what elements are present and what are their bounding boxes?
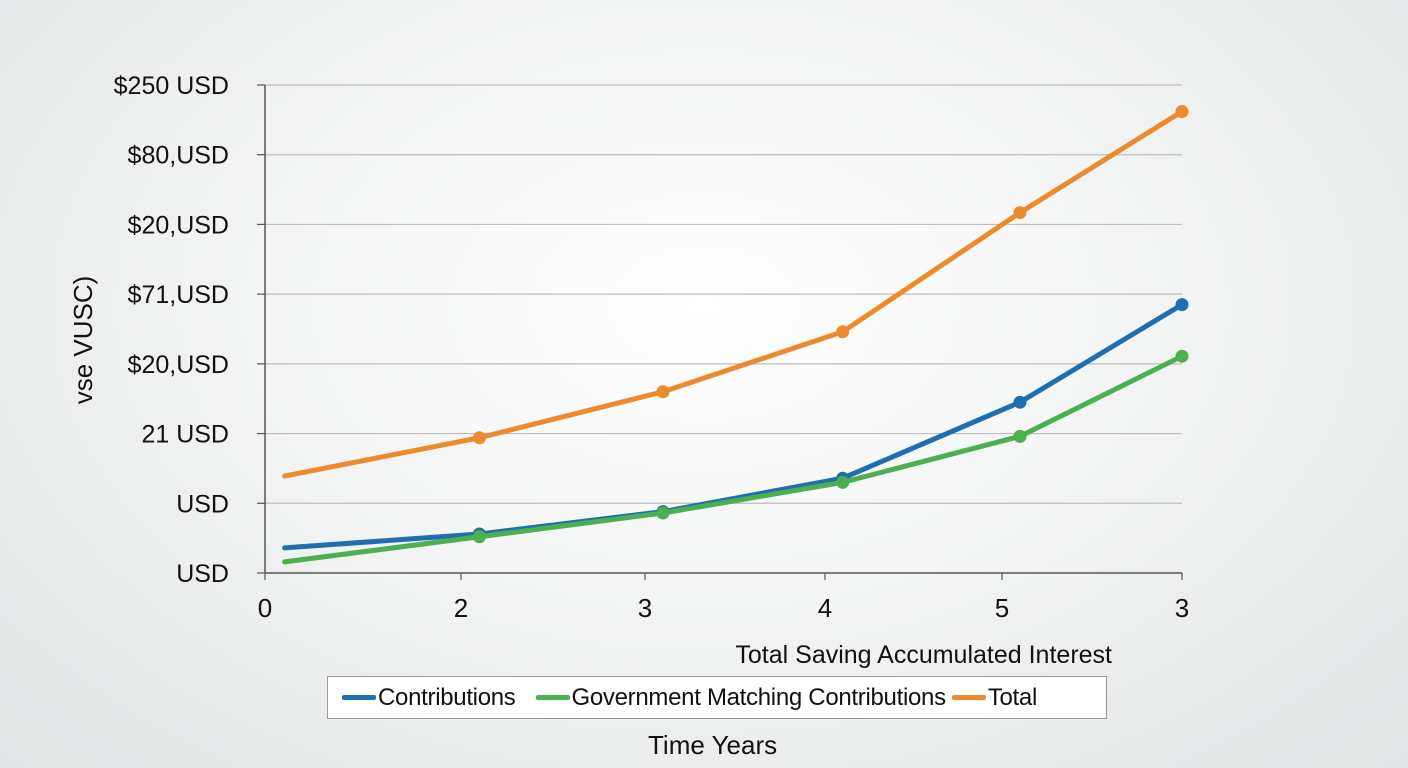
axes	[257, 84, 1183, 580]
legend-swatch-government-matching	[535, 695, 570, 700]
series-lines	[282, 104, 1189, 565]
y-tick-label: $20,USD	[128, 351, 229, 379]
y-tick-label: $20,USD	[128, 211, 229, 239]
data-point-total	[656, 385, 670, 399]
data-point-government-matching-contributions	[472, 530, 486, 544]
x-tick-label: 5	[995, 593, 1009, 623]
data-point-government-matching-contributions	[1175, 349, 1189, 363]
legend-swatch-total	[951, 695, 986, 700]
x-tick-label: 4	[818, 593, 832, 623]
series-line-total	[282, 108, 1185, 479]
data-point-total	[1013, 206, 1027, 220]
x-tick-label: 0	[258, 593, 272, 623]
y-tick-label: 21 USD	[141, 421, 229, 449]
x-tick-label: 3	[638, 593, 652, 623]
y-tick-label: USD	[176, 490, 229, 518]
legend-item-total: Total	[951, 683, 1038, 712]
y-tick-labels: USD USD 21 USD $20,USD $71,USD $20,USD $80,USD…	[114, 72, 229, 588]
y-tick-label: $71,USD	[128, 281, 229, 309]
y-tick-label: $250 USD	[114, 72, 229, 100]
chart-subtitle: Total Saving Accumulated Interest	[735, 641, 1112, 669]
legend: Contributions Government Matching Contri…	[327, 676, 1107, 719]
series-line-contributions	[282, 302, 1185, 551]
x-tick-label: 2	[454, 593, 468, 623]
series-line-government-matching-contributions	[282, 353, 1185, 565]
legend-item-contributions: Contributions	[342, 684, 516, 712]
gridlines	[265, 84, 1182, 504]
y-tick-label: $80,USD	[128, 142, 229, 170]
x-tick-labels: 0 2 3 4 5 3	[258, 593, 1189, 623]
x-axis-title: Time Years	[648, 730, 778, 760]
legend-label-total: Total	[987, 683, 1038, 711]
legend-swatch-contributions	[342, 695, 376, 700]
data-point-total	[836, 325, 850, 339]
legend-label-government-matching: Government Matching Contributions	[571, 683, 947, 711]
data-point-contributions	[1175, 298, 1189, 312]
legend-item-government-matching: Government Matching Contributions	[535, 683, 947, 712]
data-point-contributions	[1013, 395, 1027, 409]
y-axis-label: vse VUSC)	[68, 276, 98, 405]
data-point-government-matching-contributions	[1013, 429, 1027, 443]
x-tick-label: 3	[1175, 593, 1189, 623]
data-point-total	[1175, 104, 1189, 118]
legend-label-contributions: Contributions	[378, 683, 516, 711]
data-point-total	[472, 431, 486, 445]
data-point-government-matching-contributions	[656, 506, 670, 520]
y-tick-label: USD	[176, 560, 229, 588]
data-point-government-matching-contributions	[836, 475, 850, 489]
